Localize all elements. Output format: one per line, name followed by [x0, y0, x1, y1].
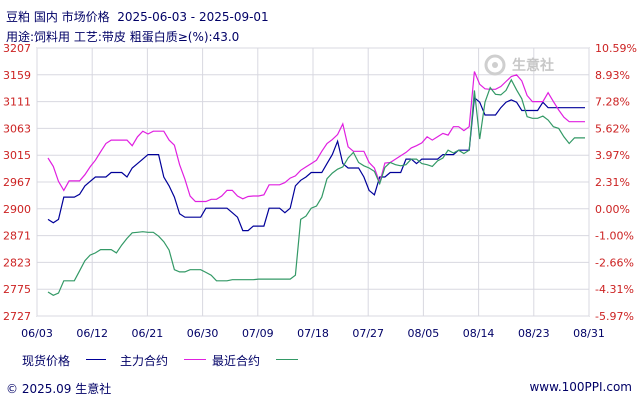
x-tick-label: 08/23 — [518, 327, 550, 340]
y-left-tick-label: 3111 — [3, 96, 31, 109]
y-right-tick-label: 10.59% — [595, 42, 637, 55]
footer-copyright: © 2025.09 生意社 — [6, 382, 112, 396]
x-tick-label: 06/30 — [187, 327, 219, 340]
x-axis: 06/03 06/12 06/21 06/30 07/09 07/18 07/27 08/05… — [21, 327, 605, 340]
x-tick-label: 06/21 — [132, 327, 164, 340]
legend-label-main: 主力合约 — [120, 354, 169, 368]
series-lines — [47, 71, 585, 296]
y-left-tick-label: 2871 — [3, 230, 31, 243]
y-left-tick-label: 2967 — [3, 176, 31, 189]
x-tick-label: 08/05 — [408, 327, 440, 340]
y-axis-left: 3207 3159 3111 3063 3015 2967 2900 2871 2823 2775… — [3, 42, 31, 323]
y-right-tick-label: 0.00% — [595, 203, 630, 216]
legend-label-nearest: 最近合约 — [212, 354, 261, 368]
logo-icon — [484, 54, 506, 76]
x-tick-label: 08/31 — [573, 327, 605, 340]
y-left-tick-label: 2900 — [3, 203, 31, 216]
watermark: 生意社 — [512, 58, 554, 74]
y-right-tick-label: 3.97% — [595, 149, 630, 162]
chart-title: 豆粕 国内 市场价格 2025-06-03 - 2025-09-01 — [6, 10, 269, 24]
y-right-tick-label: 5.62% — [595, 122, 630, 135]
y-left-tick-label: 3159 — [3, 69, 31, 82]
legend-swatch-spot — [86, 359, 106, 360]
chart-grid — [36, 47, 590, 317]
y-right-tick-label: -4.31% — [595, 283, 634, 296]
legend-swatch-main — [184, 359, 206, 360]
y-left-tick-label: 2727 — [3, 310, 31, 323]
y-left-tick-label: 2775 — [3, 283, 31, 296]
y-right-tick-label: -1.00% — [595, 230, 634, 243]
x-tick-label: 06/12 — [76, 327, 108, 340]
y-left-tick-label: 3015 — [3, 149, 31, 162]
x-tick-label: 08/14 — [463, 327, 495, 340]
y-left-tick-label: 3207 — [3, 42, 31, 55]
nearest-contract-line — [47, 78, 585, 296]
x-tick-label: 07/27 — [352, 327, 384, 340]
x-tick-label: 06/03 — [21, 327, 53, 340]
y-right-tick-label: -5.97% — [595, 310, 634, 323]
footer-website: www.100PPI.com — [529, 380, 632, 394]
spot-price-line — [47, 96, 585, 232]
y-right-tick-label: 7.28% — [595, 96, 630, 109]
y-left-tick-label: 3063 — [3, 122, 31, 135]
y-axis-right: 10.59% 8.93% 7.28% 5.62% 3.97% 2.31% 0.00% -1.0… — [595, 42, 637, 323]
main-contract-line — [47, 71, 585, 203]
y-right-tick-label: 8.93% — [595, 69, 630, 82]
legend-swatch-nearest — [276, 359, 298, 360]
chart-subtitle: 用途:饲料用 工艺:带皮 粗蛋白质≥(%):43.0 — [6, 30, 240, 44]
y-right-tick-label: -2.66% — [595, 256, 634, 269]
y-right-tick-label: 2.31% — [595, 176, 630, 189]
legend-label-spot: 现货价格 — [22, 354, 71, 368]
x-tick-label: 07/09 — [242, 327, 274, 340]
y-left-tick-label: 2823 — [3, 256, 31, 269]
x-tick-label: 07/18 — [297, 327, 329, 340]
